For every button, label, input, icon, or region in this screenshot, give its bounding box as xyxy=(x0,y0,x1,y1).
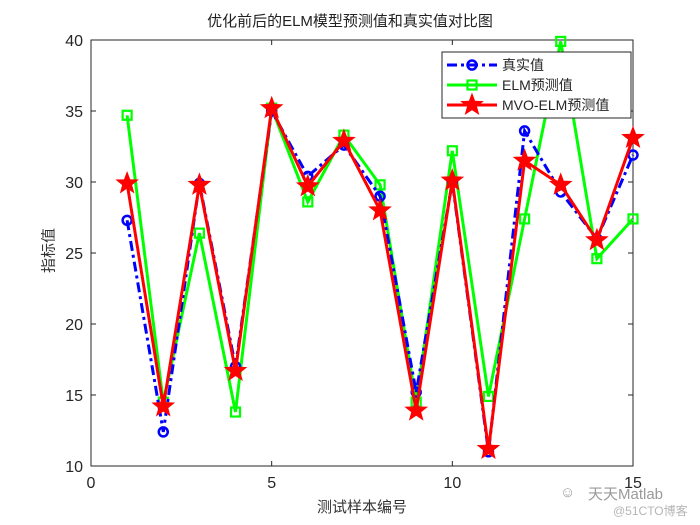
legend: 真实值 ELM预测值 MVO-ELM预测值 xyxy=(441,51,632,119)
wechat-icon: ☺ xyxy=(560,484,576,501)
x-axis-label: 测试样本编号 xyxy=(316,499,407,516)
y-tick-label: 25 xyxy=(65,246,83,263)
legend-label: 真实值 xyxy=(502,57,544,73)
legend-label: ELM预测值 xyxy=(502,77,573,93)
legend-label: MVO-ELM预测值 xyxy=(502,97,609,113)
watermark-text: 天天Matlab xyxy=(588,486,664,503)
y-tick-label: 30 xyxy=(65,175,83,192)
series-2 xyxy=(115,95,645,460)
x-tick-label: 10 xyxy=(443,475,461,492)
y-tick-label: 15 xyxy=(65,388,83,405)
y-axis-label: 指标值 xyxy=(40,228,58,274)
y-tick-label: 20 xyxy=(65,317,83,334)
legend-item-0[interactable]: 真实值 xyxy=(447,57,544,73)
chart-title: 优化前后的ELM模型预测值和真实值对比图 xyxy=(207,13,493,30)
watermark-source: @51CTO博客 xyxy=(613,504,688,518)
y-tick-label: 10 xyxy=(65,459,83,476)
x-tick-label: 5 xyxy=(267,475,276,492)
x-tick-label: 0 xyxy=(87,475,96,492)
x-tick-label: 15 xyxy=(624,475,642,492)
legend-item-2[interactable]: MVO-ELM预测值 xyxy=(447,92,609,116)
legend-item-1[interactable]: ELM预测值 xyxy=(447,77,573,93)
y-tick-label: 35 xyxy=(65,104,83,121)
y-tick-label: 40 xyxy=(65,33,83,50)
